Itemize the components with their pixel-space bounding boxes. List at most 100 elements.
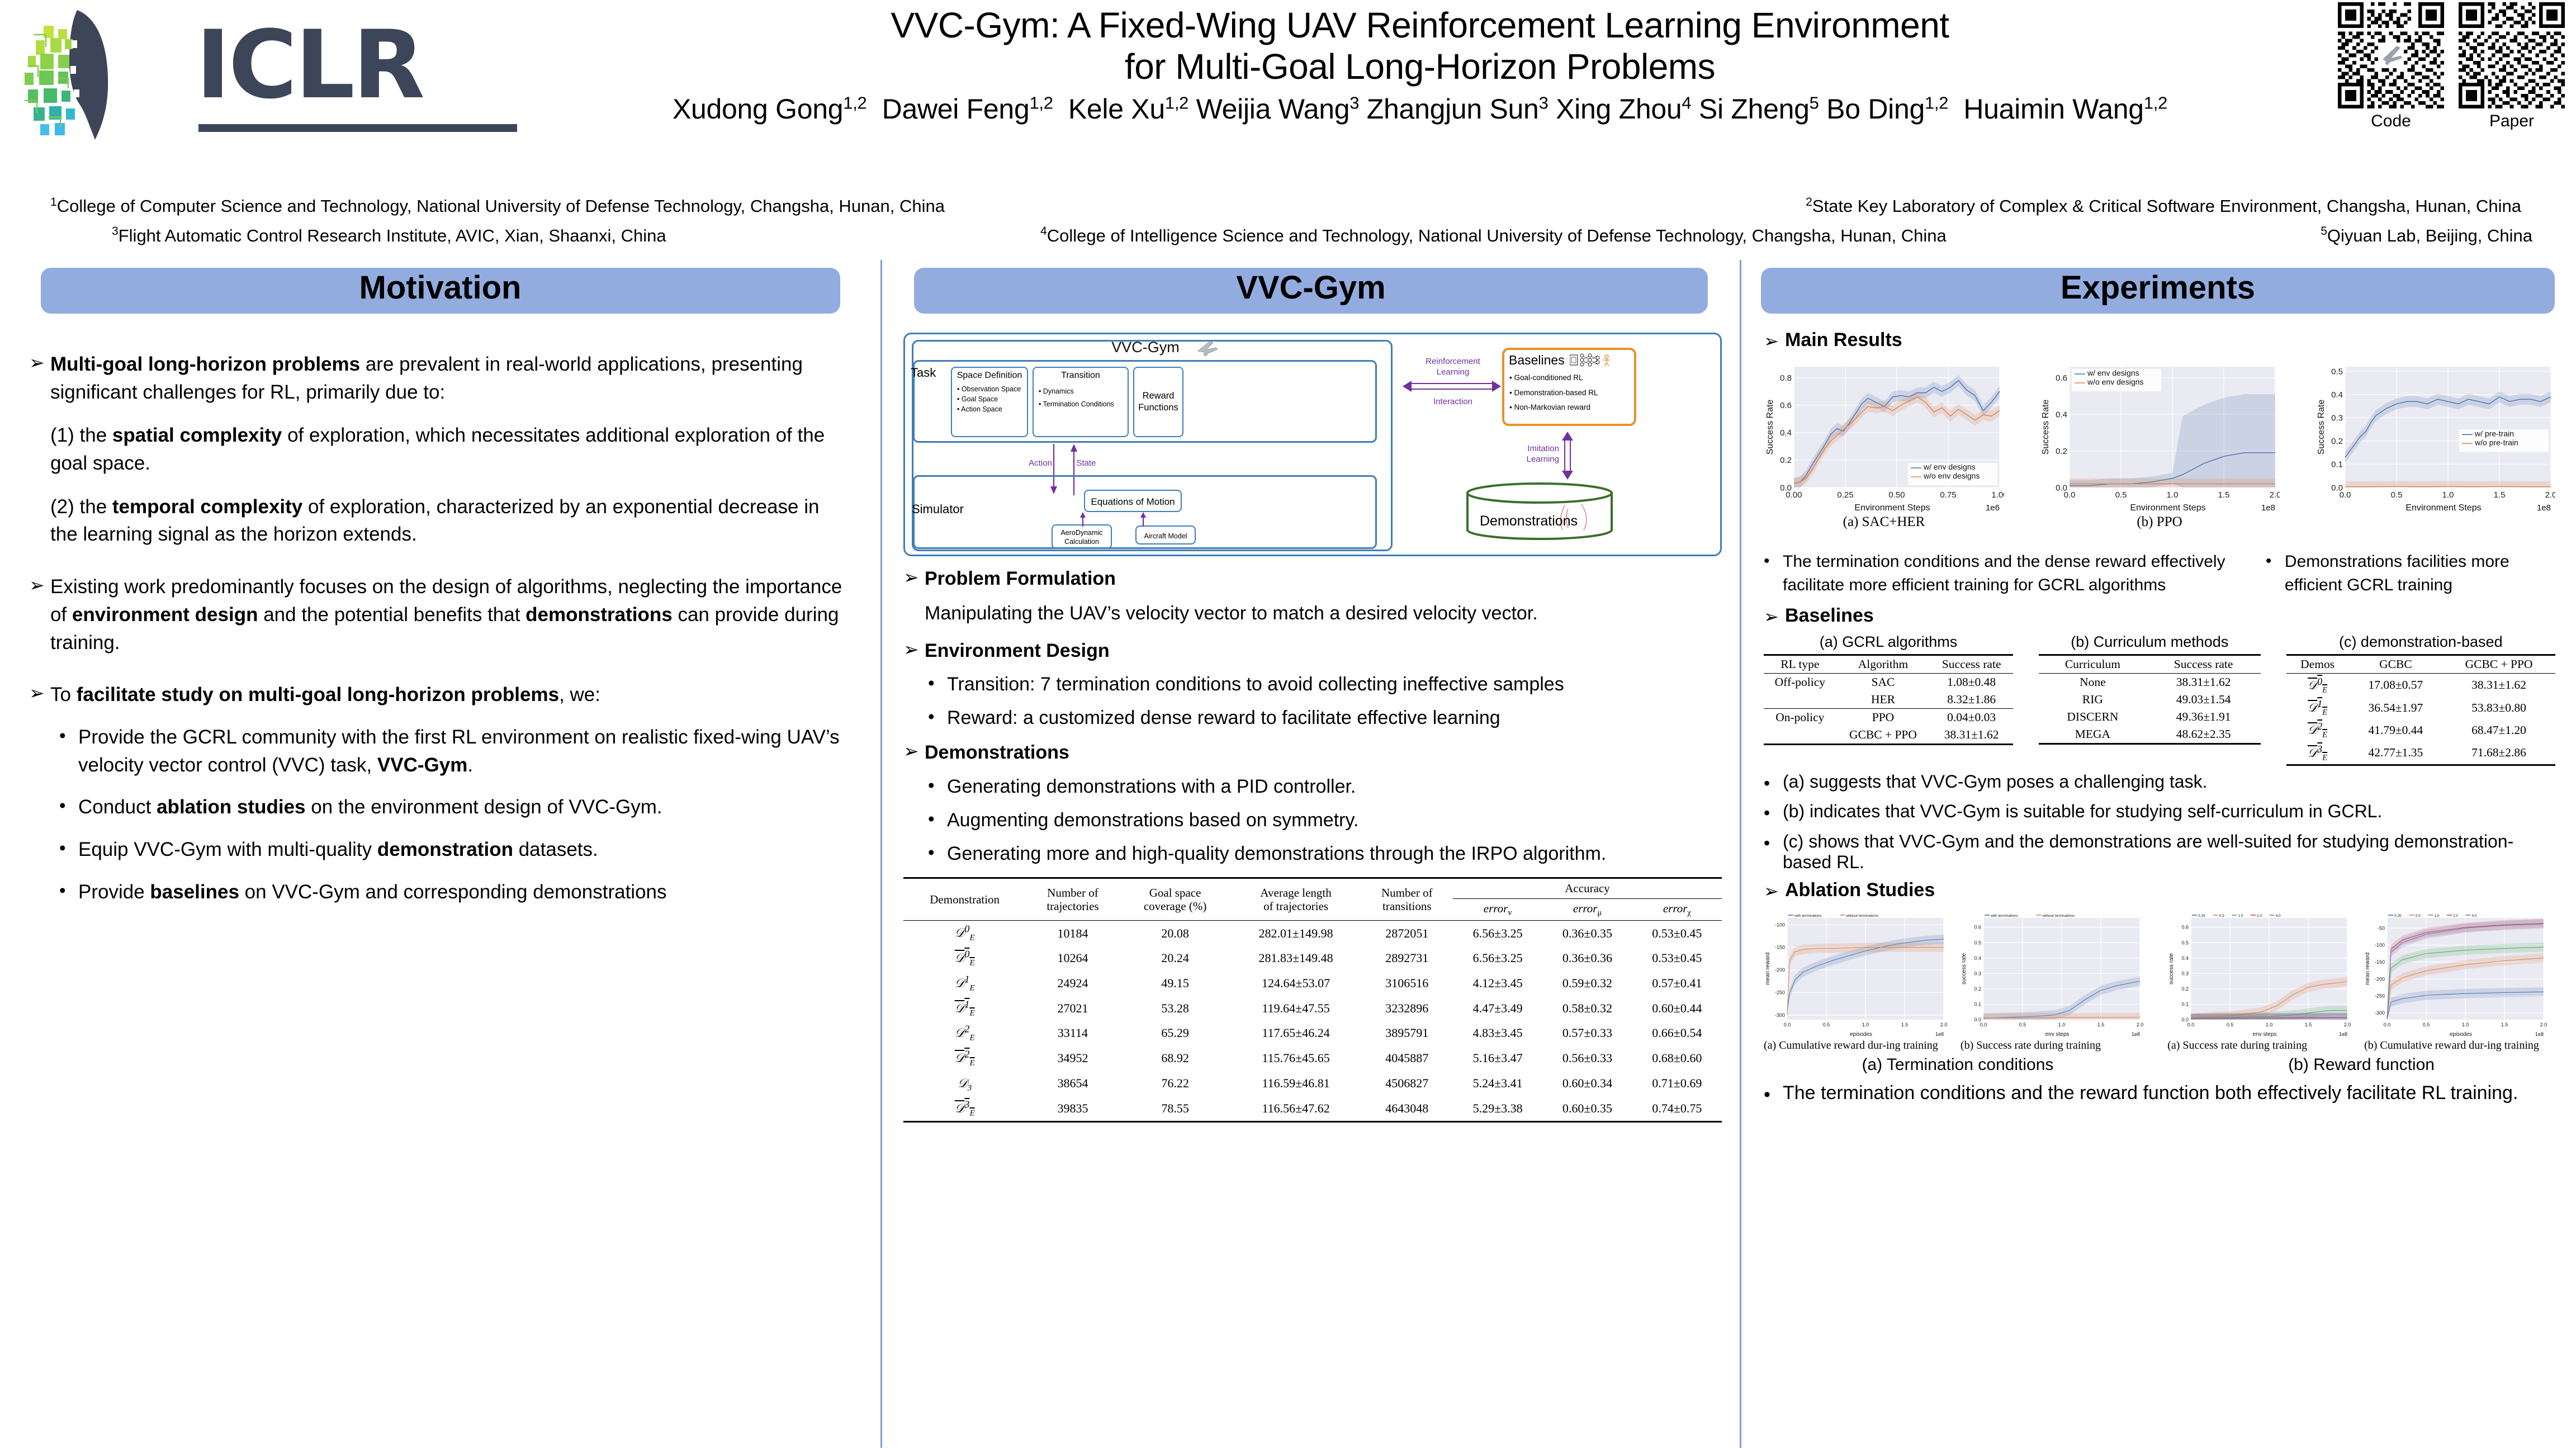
demo-value-cell: 0.57±0.41 — [1652, 976, 1702, 990]
legend-entry: with terminations — [1990, 914, 2019, 918]
demo-id-cell: 𝒟1E — [954, 973, 975, 993]
table-row: GCBC + PPO 38.31±1.62 — [1764, 726, 2014, 745]
equations-of-motion-box: Equations of Motion — [1084, 490, 1182, 512]
chart-series-0-25 — [2386, 991, 2544, 1019]
dot-bullet-icon: • — [1764, 803, 1770, 823]
rl-interaction-arrow — [1403, 381, 1501, 392]
dot-bullet-icon: • — [59, 837, 66, 858]
chart-cell-sac-her: 0.00 0.25 0.50 0.75 1.00 0.0 0.2 0.4 0.6 0.8 Envir… — [1764, 361, 2004, 530]
demo-value-cell: 6.56±3.25 — [1472, 926, 1523, 940]
code-qr-icon[interactable] — [2338, 2, 2444, 108]
ablation-studies-heading: ➢ Ablation Studies — [1764, 879, 2555, 903]
ablation-a-cap-0: (a) Cumulative reward dur-ing training — [1764, 1039, 1938, 1052]
cell: HER — [1871, 693, 1895, 707]
architecture-diagram: VVC-Gym Task Space Definition • Observat… — [903, 333, 1722, 556]
demo-value-cell: 6.56±3.25 — [1472, 951, 1523, 965]
vvcgym-text-content: ➢ Problem Formulation Manipulating the U… — [903, 565, 1722, 867]
problem-formulation-heading: ➢ Problem Formulation — [903, 565, 1722, 592]
list-item: • The termination conditions and the den… — [1764, 550, 2255, 597]
demo-value-cell: 10184 — [1057, 926, 1088, 940]
baselines-section-label: Baselines — [1785, 605, 1874, 627]
y-tick: 0.4 — [1974, 955, 1981, 961]
chart-pretrain: 0.0 0.5 1.0 1.5 2.00.00.10.20.30.40.5Environ… — [2317, 367, 2555, 512]
demo-value-cell: 124.64±53.07 — [1262, 976, 1330, 990]
demonstration-table-wrap: Demonstration Number of trajectories Goal… — [903, 877, 1722, 1123]
sub-item-1-post: on the environment design of VVC-Gym. — [305, 796, 662, 818]
th-error-mu: errorμ — [1573, 901, 1602, 917]
x-tick: 1.5 — [2494, 490, 2506, 500]
demo-id-cell: 𝒟2E — [954, 1048, 975, 1068]
curriculum-table-wrap: (b) Curriculum methods Curriculum Succes… — [2039, 633, 2261, 766]
x-tick: 0.0 — [2340, 490, 2351, 500]
demo-value-cell: 0.68±0.60 — [1652, 1051, 1702, 1066]
paper-qr-icon[interactable] — [2459, 2, 2565, 108]
motivation-heading: Motivation — [40, 268, 840, 314]
demo-value-cell: 33114 — [1057, 1026, 1088, 1040]
motivation-bullet-1: ➢ Multi-goal long-horizon problems are p… — [29, 351, 842, 406]
x-tick: 0.00 — [1786, 490, 1802, 500]
chart-series-with-terminations — [1787, 939, 1944, 1011]
legend-entry: without terminations — [2042, 914, 2075, 918]
demo-value-cell: 0.60±0.44 — [1652, 1001, 1702, 1015]
sub-item-3-post: on VVC-Gym and corresponding demonstrati… — [239, 880, 667, 903]
space-definition-item-2: • Action Space — [957, 405, 1002, 414]
dot-bullet-icon: • — [1764, 1083, 1770, 1105]
cell: 42.77±1.35 — [2368, 746, 2423, 760]
demo-value-cell: 5.29±3.38 — [1472, 1101, 1523, 1115]
motivation-para-1: (1) the spatial complexity of exploratio… — [29, 422, 842, 477]
arrow-bullet-icon: ➢ — [29, 575, 45, 596]
demos-table-wrap: (c) demonstration-based Demos GCBC GCBC … — [2286, 633, 2555, 766]
table-row: 𝒟1E 24924 49.15 124.64±53.07 3106516 4.12±3.4… — [903, 971, 1722, 996]
motivation-sub-list: • Provide the GCRL community with the fi… — [29, 723, 842, 906]
demo-value-cell: 4643048 — [1385, 1101, 1429, 1115]
demo-value-cell: 53.28 — [1161, 1001, 1189, 1015]
space-definition-title: Space Definition — [956, 371, 1022, 380]
chart-legend-top: 0.25 0.5 1.0 2.0 4.0 — [2192, 914, 2281, 918]
chart-series-without-terminations — [1787, 946, 1944, 1015]
x-tick: 1.5 — [2218, 490, 2230, 500]
demo-item-2: Generating more and high-quality demonst… — [947, 843, 1607, 865]
poster-columns: Motivation ➢ Multi-goal long-horizon pro… — [0, 260, 2576, 1448]
baseline-tables: (a) GCRL algorithms RL type Algorithm Su… — [1764, 633, 2555, 766]
cell: Off-policy — [1774, 675, 1826, 689]
y-tick: 0.4 — [2056, 410, 2067, 420]
paper-qr-item[interactable]: Paper — [2459, 2, 2565, 131]
demo-value-cell: 0.60±0.35 — [1562, 1101, 1612, 1115]
table-row: 𝒟2E 33114 65.29 117.65±46.24 3895791 4.83±3.4… — [903, 1021, 1722, 1046]
chart-legend — [2459, 429, 2549, 452]
affiliation-5: 5Qiyuan Lab, Beijing, China — [2321, 225, 2532, 245]
motivation-bullet-2-post: can provide during training. — [50, 603, 839, 654]
demo-value-cell: 4.12±3.45 — [1472, 976, 1523, 990]
ablation-charts: 0.0 0.5 1.0 1.5 2.0 -300 -250 -200 -150 -100 episo… — [1764, 909, 2555, 1074]
arrow-bullet-icon: ➢ — [903, 638, 919, 660]
demonstration-table: Demonstration Number of trajectories Goal… — [903, 877, 1722, 1123]
x-tick: 0.5 — [2115, 490, 2127, 500]
x-tick: 0.5 — [1823, 1022, 1830, 1027]
imitation-learning-label: Imitation Learning — [1526, 444, 1559, 464]
simulator-box — [913, 475, 1377, 549]
main-note-right: Demonstrations facilities more efficient… — [2284, 552, 2509, 595]
motivation-para-1-bold: spatial complexity — [112, 424, 282, 447]
list-item: • Equip VVC-Gym with multi-quality demon… — [59, 836, 842, 864]
ablation-chart-abl-b2: 0.0 0.5 1.0 1.5 2.0 -300 -250 -200 -150 -100 -50 ep… — [2364, 909, 2555, 1038]
legend-entry: w/ env designs — [1923, 462, 1976, 471]
demonstrations-heading: ➢ Demonstrations — [903, 739, 1722, 766]
y-axis-label: mean reward — [1765, 953, 1771, 985]
code-qr-item[interactable]: Code — [2338, 2, 2444, 131]
aircraft-model-box: Aircraft Model — [1135, 525, 1196, 544]
state-label: State — [1076, 458, 1096, 468]
simulator-arrows — [1080, 512, 1146, 527]
y-tick: -150 — [2375, 959, 2385, 965]
problem-formulation-text: Manipulating the UAV’s velocity vector t… — [925, 603, 1538, 624]
table-row: RIG 49.03±1.54 — [2039, 691, 2260, 708]
gcrl-table-caption: (a) GCRL algorithms — [1819, 633, 1958, 651]
action-state-arrows — [1050, 444, 1077, 495]
motivation-bullet-2: ➢ Existing work predominantly focuses on… — [29, 573, 842, 656]
transition-item-0: • Dynamics — [1039, 387, 1074, 395]
arrow-bullet-icon: ➢ — [29, 352, 45, 373]
demo-value-cell: 116.56±47.62 — [1262, 1101, 1330, 1115]
table-row: None 38.31±1.62 — [2039, 673, 2261, 692]
list-item: • Provide the GCRL community with the fi… — [59, 723, 842, 779]
y-tick: 0.6 — [1974, 924, 1981, 930]
chart-band — [2387, 953, 2544, 1020]
